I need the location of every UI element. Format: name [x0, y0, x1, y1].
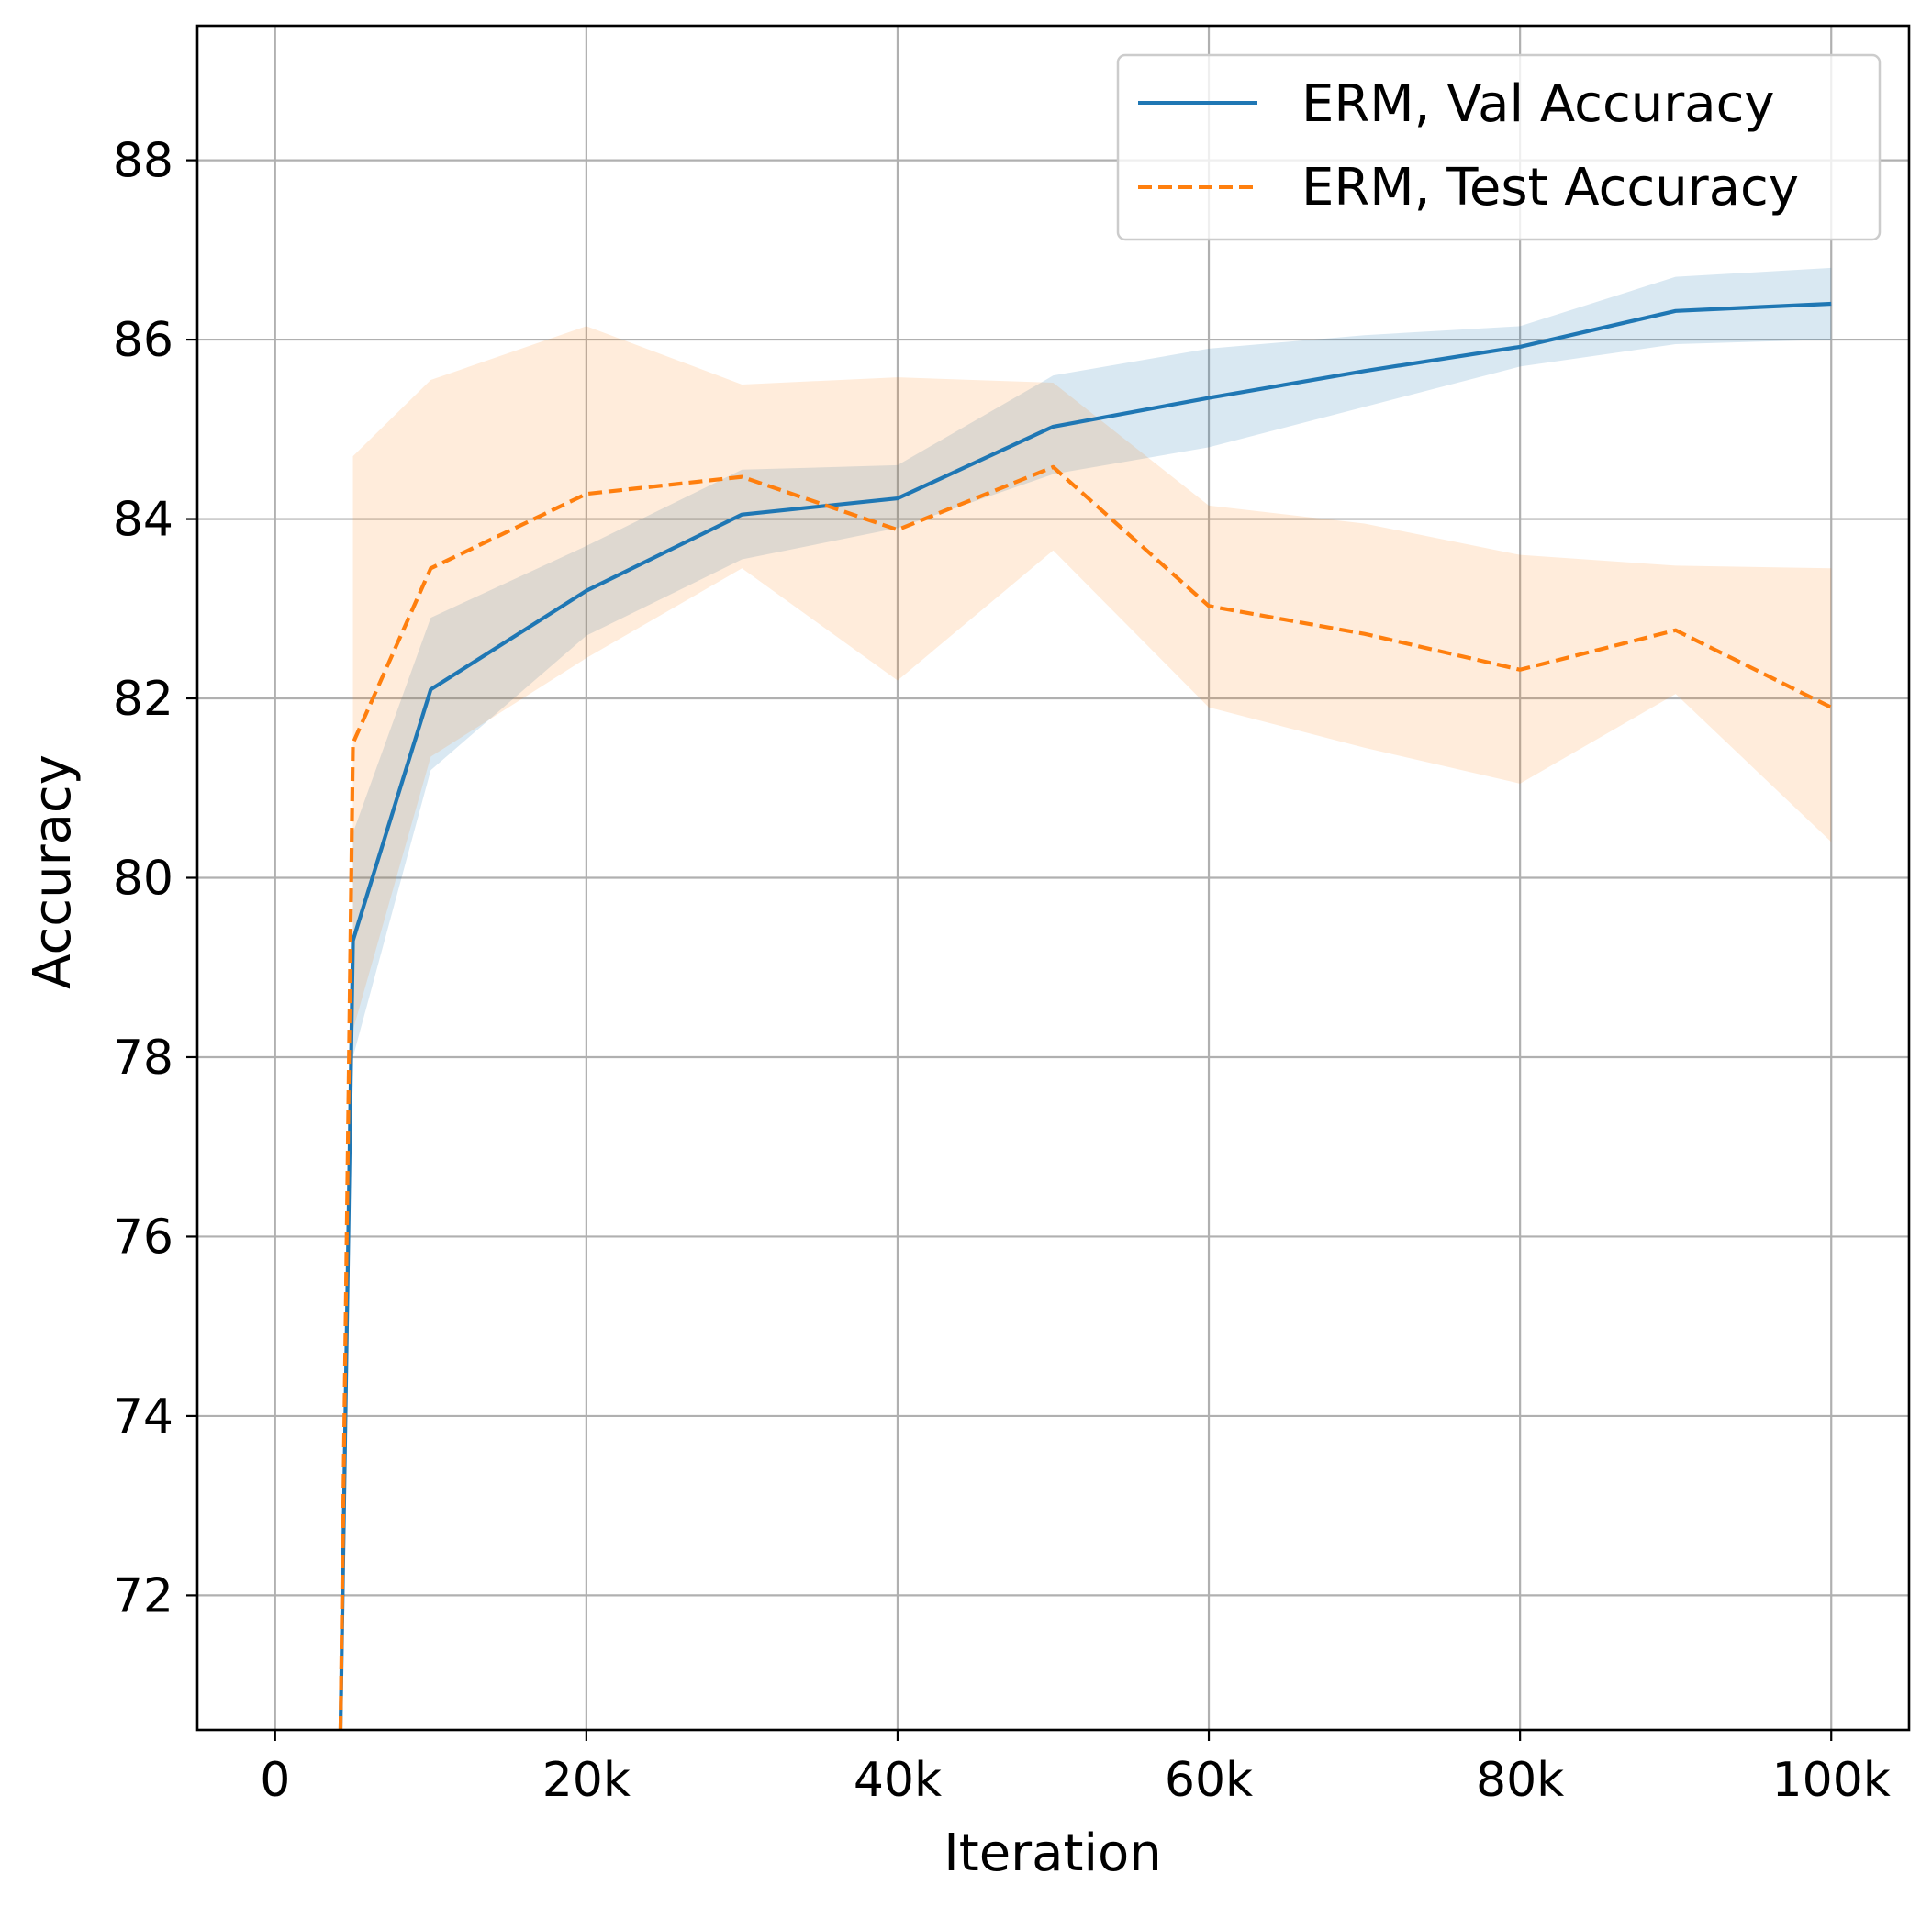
x-axis-label: Iteration [944, 1823, 1162, 1883]
y-tick-label: 88 [113, 134, 173, 189]
x-tick-label: 0 [260, 1753, 290, 1808]
y-tick-label: 72 [113, 1568, 173, 1623]
gridlines [197, 26, 1909, 1730]
y-tick-label: 84 [113, 493, 173, 548]
x-tick-label: 100k [1772, 1753, 1891, 1808]
x-axis-ticks: 0 20k 40k 60k 80k 100k [260, 1730, 1891, 1808]
y-tick-label: 74 [113, 1389, 173, 1444]
confidence-band-test [352, 326, 1832, 1031]
y-tick-label: 78 [113, 1031, 173, 1086]
y-tick-label: 86 [113, 313, 173, 368]
y-axis-label: Accuracy [23, 754, 83, 989]
x-tick-label: 80k [1476, 1753, 1564, 1808]
series-line-test-accuracy [338, 464, 1833, 1730]
y-tick-label: 76 [113, 1210, 173, 1265]
legend-label-val-accuracy: ERM, Val Accuracy [1301, 74, 1775, 134]
legend-label-test-accuracy: ERM, Test Accuracy [1301, 158, 1799, 217]
legend: ERM, Val Accuracy ERM, Test Accuracy [1116, 53, 1882, 241]
confidence-band-val [352, 267, 1832, 1057]
x-tick-label: 60k [1165, 1753, 1253, 1808]
y-axis-ticks: 72 74 76 78 80 82 84 86 88 [113, 134, 197, 1623]
x-tick-label: 20k [542, 1753, 631, 1808]
legend-box [1116, 53, 1882, 241]
series-line-val-accuracy [338, 301, 1832, 1730]
y-tick-label: 80 [113, 852, 173, 907]
series-lines [338, 301, 1833, 1730]
x-tick-label: 40k [854, 1753, 942, 1808]
confidence-bands [352, 267, 1832, 1057]
y-tick-label: 82 [113, 672, 173, 727]
